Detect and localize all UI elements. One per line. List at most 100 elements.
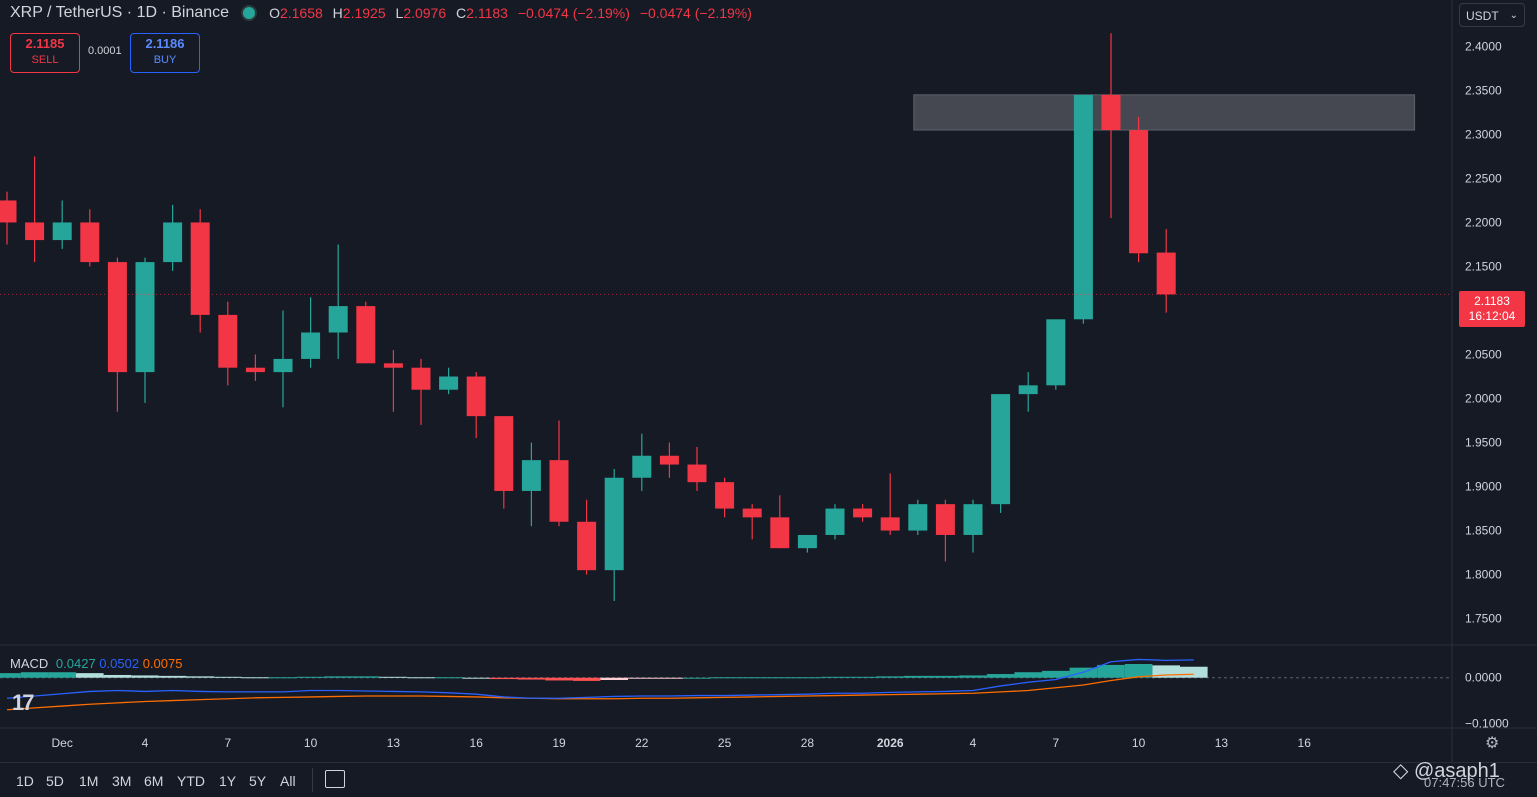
timeframe-ytd[interactable]: YTD [177, 773, 205, 789]
x-tick-label: 28 [801, 736, 815, 750]
timeframe-1m[interactable]: 1M [79, 773, 99, 789]
timeframe-5y[interactable]: 5Y [249, 773, 267, 789]
macd-histogram-bar [324, 676, 352, 678]
x-tick-label: 13 [1215, 736, 1229, 750]
resistance-zone [913, 94, 1416, 131]
macd-hist-value: 0.0427 [55, 656, 96, 671]
macd-signal-line [6, 673, 1194, 711]
candle-body [494, 416, 514, 491]
watermark-text: @asaph1 [1413, 760, 1500, 782]
y-tick-label: 1.7500 [1465, 612, 1502, 626]
macd-histogram-bar [572, 677, 601, 681]
macd-histogram-bar [158, 675, 187, 678]
macd-histogram-bar [1014, 672, 1042, 678]
candle-body [439, 376, 459, 390]
candle-body [935, 504, 955, 535]
x-tick-label: 22 [635, 736, 649, 750]
macd-histogram-bar [76, 673, 104, 678]
candle-body [604, 477, 624, 571]
candle-body [770, 517, 790, 549]
buy-button[interactable]: 2.1186 BUY [130, 33, 200, 73]
candle-body [521, 460, 541, 491]
spread-value: 0.0001 [88, 45, 122, 57]
close-value: 2.1183 [466, 5, 508, 21]
price-chart[interactable]: 2.4000 2.3500 2.3000 2.2500 2.2000 2.1500 2.05… [0, 0, 1537, 762]
macd-histogram-bar [793, 677, 822, 679]
macd-signal-value: 0.0075 [142, 656, 183, 671]
candle-body [797, 534, 817, 549]
utc-clock[interactable]: 07:47:56 UTC [1424, 775, 1505, 790]
macd-histogram-bar [241, 677, 270, 679]
x-tick-label: 25 [718, 736, 732, 750]
x-tick-label: 13 [387, 736, 401, 750]
macd-histogram-bar [821, 676, 849, 678]
bar-countdown: 16:12:04 [1468, 309, 1516, 323]
timeframe-1d[interactable]: 1D [16, 773, 34, 789]
tradingview-logo[interactable]: 17 [12, 690, 35, 715]
watermark: ◇ @asaph1 [1393, 760, 1500, 782]
y-tick-label: 2.3000 [1465, 127, 1502, 141]
timeframe-5d[interactable]: 5D [46, 773, 64, 789]
x-tick-label: 16 [470, 736, 484, 750]
macd-histogram-bar [683, 677, 711, 679]
macd-histogram-bar [545, 677, 573, 681]
macd-histogram-bar [214, 676, 242, 678]
macd-legend[interactable]: MACD 0.0427 0.0502 0.0075 [10, 656, 182, 671]
macd-histogram-bar [103, 674, 132, 678]
macd-histogram-bar [931, 675, 960, 678]
timeframe-1y[interactable]: 1Y [219, 773, 237, 789]
macd-line [6, 658, 1194, 699]
macd-histogram-bar [710, 677, 739, 679]
buy-price: 2.1186 [145, 36, 185, 51]
candle-body [687, 464, 707, 483]
candle-body [632, 455, 652, 478]
macd-histogram-bar [1042, 670, 1070, 678]
macd-histogram-bar [517, 677, 546, 680]
x-tick-label: Dec [52, 736, 73, 750]
candle-body [52, 222, 72, 241]
currency-selector[interactable]: USDT ⌄ [1459, 3, 1525, 27]
x-tick-label: 19 [552, 736, 566, 750]
candle-body [218, 314, 238, 368]
candle-body [963, 504, 983, 535]
y-tick-label: 1.9500 [1465, 436, 1502, 450]
calendar-goto-icon[interactable] [325, 770, 345, 788]
candle-body [107, 262, 127, 373]
timeframe-6m[interactable]: 6M [144, 773, 164, 789]
candle-body [383, 363, 403, 368]
candle-body [135, 262, 155, 373]
macd-histogram-bar [186, 676, 214, 678]
macd-histogram-bar [379, 676, 408, 678]
macd-histogram-bar [848, 676, 877, 678]
candle-body [301, 332, 321, 359]
macd-y-tick-label: 0.0000 [1465, 671, 1502, 685]
macd-histogram-bar [1097, 664, 1125, 678]
x-tick-label: 7 [1052, 736, 1059, 750]
y-tick-label: 2.3500 [1465, 83, 1502, 97]
candle-body [1101, 94, 1121, 131]
y-tick-label: 1.9000 [1465, 480, 1502, 494]
timeframe-3m[interactable]: 3M [112, 773, 132, 789]
y-tick-label: 2.2000 [1465, 215, 1502, 229]
market-status-icon [241, 5, 258, 21]
last-price: 2.1183 [1474, 294, 1510, 308]
macd-histogram-bar [20, 672, 49, 678]
macd-histogram-bar [766, 677, 794, 679]
candle-body [1018, 385, 1038, 395]
macd-histogram-bar [352, 676, 380, 678]
settings-icon[interactable]: ⚙ [1485, 735, 1500, 752]
symbol-title[interactable]: XRP / TetherUS · 1D · Binance [10, 4, 230, 21]
sell-price: 2.1185 [25, 36, 65, 51]
sell-button[interactable]: 2.1185 SELL [10, 33, 80, 73]
x-tick-label: 10 [304, 736, 318, 750]
candle-body [328, 306, 348, 333]
timeframe-all[interactable]: All [280, 773, 296, 789]
macd-label: MACD [10, 656, 49, 671]
macd-histogram-bar [434, 677, 463, 679]
candle-body [549, 460, 569, 522]
macd-histogram-bar [876, 676, 904, 678]
macd-histogram-bar [462, 677, 490, 679]
x-tick-label: 4 [142, 736, 149, 750]
candle-body [190, 222, 210, 315]
high-value: 2.1925 [342, 5, 386, 21]
